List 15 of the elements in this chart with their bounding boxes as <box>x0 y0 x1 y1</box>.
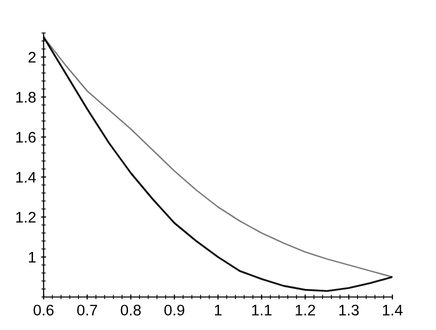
x-tick-label: 1.1 <box>252 304 272 316</box>
x-tick-label: 0.6 <box>34 304 54 316</box>
x-tick-label: 1 <box>214 304 222 316</box>
x-tick-label: 1.3 <box>339 304 359 316</box>
y-tick-label: 1 <box>28 252 36 263</box>
x-tick-label: 1.4 <box>382 304 403 316</box>
y-tick-label: 1.2 <box>16 212 36 223</box>
y-tick-label: 2 <box>28 52 36 63</box>
x-tick-label: 0.8 <box>120 304 141 316</box>
x-tick-label: 0.9 <box>164 304 184 316</box>
y-tick-label: 1.8 <box>16 92 36 103</box>
x-tick-label: 0.7 <box>77 304 98 316</box>
x-tick-label: 1.2 <box>296 304 316 316</box>
y-tick-label: 1.4 <box>16 172 36 183</box>
y-tick-label: 1.6 <box>16 132 36 143</box>
